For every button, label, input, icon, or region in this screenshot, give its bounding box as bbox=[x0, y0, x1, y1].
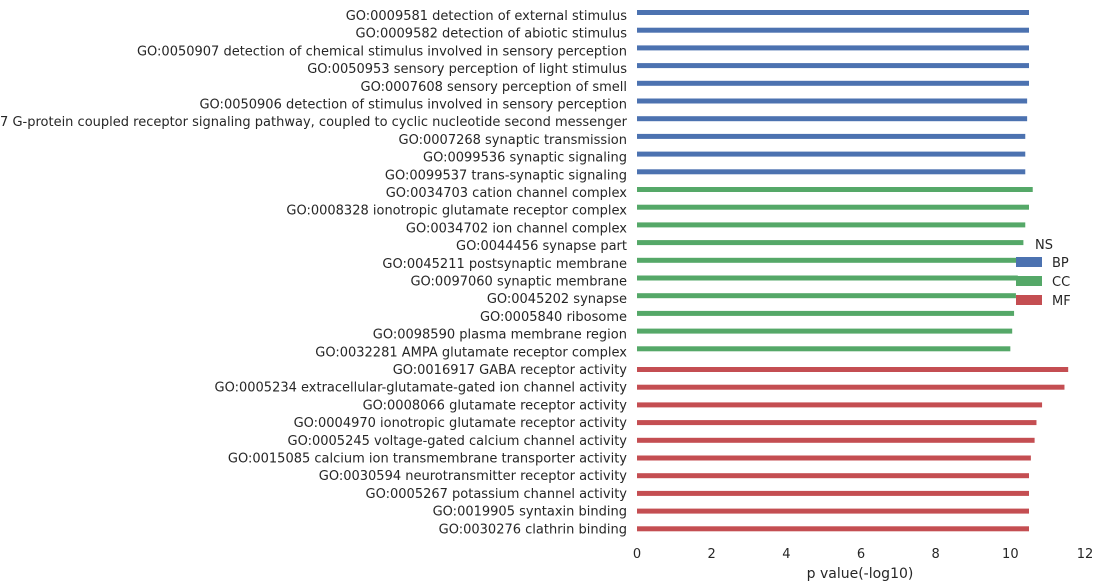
bar bbox=[637, 63, 1029, 69]
bar bbox=[637, 133, 1026, 139]
category-label: GO:0032281 AMPA glutamate receptor compl… bbox=[315, 345, 627, 360]
bar bbox=[637, 187, 1033, 192]
bar bbox=[637, 80, 1029, 86]
category-label: GO:0015085 calcium ion transmembrane tra… bbox=[228, 452, 627, 467]
bars bbox=[637, 10, 1069, 532]
x-tick-label: 10 bbox=[1002, 547, 1019, 562]
category-label: GO:0097060 synaptic membrane bbox=[410, 275, 627, 290]
category-label: GO:0008328 ionotropic glutamate receptor… bbox=[286, 204, 627, 219]
category-label: GO:0030594 neurotransmitter receptor act… bbox=[319, 469, 628, 484]
x-tick-label: 6 bbox=[857, 547, 865, 562]
x-tick-label: 2 bbox=[708, 547, 716, 562]
bar bbox=[637, 346, 1011, 352]
category-label: GO:0005234 extracellular-glutamate-gated… bbox=[215, 381, 628, 396]
category-label: GO:0007608 sensory perception of smell bbox=[361, 80, 627, 95]
category-label: GO:0009581 detection of external stimulu… bbox=[346, 9, 628, 24]
bar bbox=[637, 402, 1043, 408]
bar bbox=[637, 240, 1024, 246]
legend: NS BP CC MF bbox=[1016, 238, 1071, 309]
category-label: GO:0007187 G-protein coupled receptor si… bbox=[0, 115, 628, 130]
bar bbox=[637, 367, 1069, 372]
category-labels: GO:0009581 detection of external stimulu… bbox=[0, 9, 628, 537]
bar bbox=[637, 508, 1029, 514]
category-label: GO:0034702 ion channel complex bbox=[406, 221, 627, 236]
category-label: GO:0050953 sensory perception of light s… bbox=[307, 62, 627, 77]
category-label: GO:0044456 synapse part bbox=[456, 239, 627, 254]
bar bbox=[637, 490, 1029, 496]
bar bbox=[637, 473, 1029, 479]
bar bbox=[637, 116, 1028, 122]
category-label: GO:0007268 synaptic transmission bbox=[399, 133, 627, 148]
category-label: GO:0050907 detection of chemical stimulu… bbox=[137, 44, 627, 59]
category-label: GO:0045202 synapse bbox=[487, 292, 627, 307]
bar bbox=[637, 222, 1026, 228]
x-tick-label: 0 bbox=[633, 547, 641, 562]
x-tick-label: 4 bbox=[782, 547, 790, 562]
category-label: GO:0019905 syntaxin binding bbox=[433, 505, 627, 520]
x-axis-label: p value(-log10) bbox=[807, 566, 914, 582]
legend-label: MF bbox=[1052, 294, 1071, 309]
category-label: GO:0099537 trans-synaptic signaling bbox=[385, 168, 627, 183]
category-label: GO:0008066 glutamate receptor activity bbox=[363, 398, 628, 413]
legend-swatch bbox=[1016, 276, 1042, 286]
bar bbox=[637, 151, 1026, 157]
category-label: GO:0016917 GABA receptor activity bbox=[393, 363, 628, 378]
legend-title: NS bbox=[1035, 238, 1053, 253]
category-label: GO:0004970 ionotropic glutamate receptor… bbox=[294, 416, 628, 431]
bar bbox=[637, 526, 1029, 532]
legend-swatch bbox=[1016, 295, 1042, 305]
x-tick-label: 8 bbox=[932, 547, 940, 562]
category-label: GO:0005267 potassium channel activity bbox=[366, 487, 628, 502]
bar bbox=[637, 455, 1031, 461]
bar bbox=[637, 293, 1016, 299]
bar bbox=[637, 384, 1065, 390]
bar bbox=[637, 310, 1015, 316]
x-tick-label: 12 bbox=[1077, 547, 1094, 562]
category-label: GO:0045211 postsynaptic membrane bbox=[382, 257, 627, 272]
category-label: GO:0005840 ribosome bbox=[480, 310, 627, 325]
legend-label: CC bbox=[1052, 275, 1070, 290]
bar bbox=[637, 328, 1013, 334]
category-label: GO:0098590 plasma membrane region bbox=[373, 328, 627, 343]
category-label: GO:0050906 detection of stimulus involve… bbox=[199, 98, 627, 113]
legend-swatch bbox=[1016, 257, 1042, 267]
x-axis-ticks: 0 2 4 6 8 10 12 bbox=[633, 547, 1093, 562]
bar bbox=[637, 437, 1035, 443]
bar bbox=[637, 169, 1026, 175]
bar bbox=[637, 27, 1029, 33]
bar bbox=[637, 98, 1028, 104]
bar bbox=[637, 275, 1018, 281]
category-label: GO:0030276 clathrin binding bbox=[439, 522, 627, 537]
category-label: GO:0099536 synaptic signaling bbox=[423, 151, 627, 166]
category-label: GO:0034703 cation channel complex bbox=[386, 186, 628, 201]
category-label: GO:0005245 voltage-gated calcium channel… bbox=[288, 434, 628, 449]
bar bbox=[637, 45, 1029, 51]
category-label: GO:0009582 detection of abiotic stimulus bbox=[356, 27, 628, 42]
bar bbox=[637, 420, 1037, 426]
bar bbox=[637, 10, 1029, 15]
bar bbox=[637, 257, 1022, 263]
bar bbox=[637, 204, 1029, 210]
legend-label: BP bbox=[1052, 256, 1069, 271]
